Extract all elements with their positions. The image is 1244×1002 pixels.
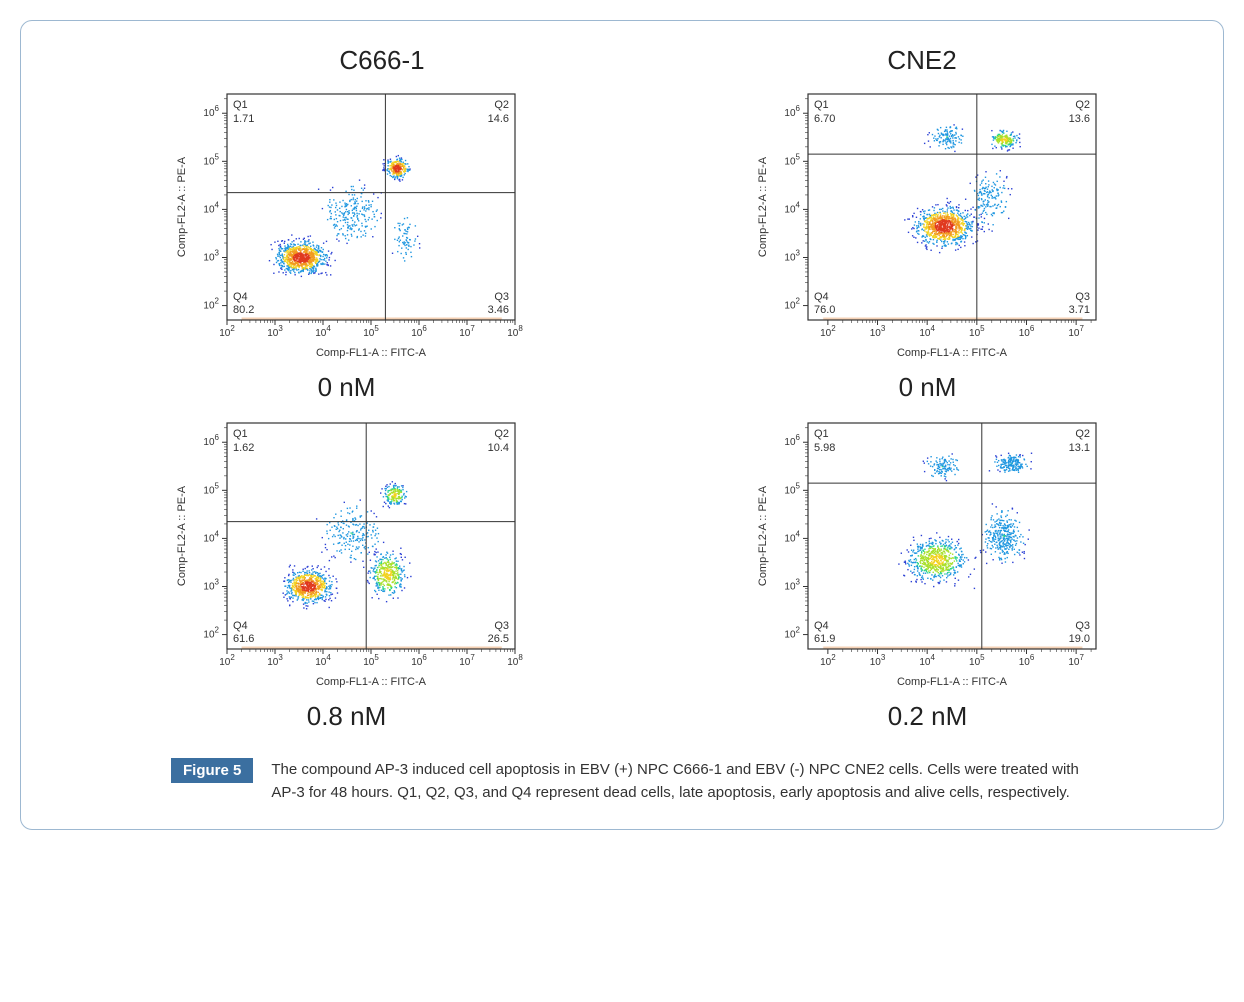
svg-text:106: 106 <box>784 104 800 119</box>
svg-text:103: 103 <box>784 248 800 263</box>
svg-text:Q4: Q4 <box>814 291 829 303</box>
svg-text:103: 103 <box>869 324 885 339</box>
svg-text:105: 105 <box>363 324 379 339</box>
svg-text:102: 102 <box>219 324 235 339</box>
plot-cell-3: 102103104105106107102103104105106Comp-FL… <box>748 413 1108 732</box>
col-title-left: C666-1 <box>232 45 532 76</box>
svg-text:Q1: Q1 <box>233 99 248 111</box>
svg-text:Comp-FL1-A :: FITC-A: Comp-FL1-A :: FITC-A <box>896 347 1007 359</box>
svg-text:102: 102 <box>784 297 800 312</box>
svg-text:Q2: Q2 <box>494 99 509 111</box>
figure-caption-row: Figure 5 The compound AP-3 induced cell … <box>61 758 1183 805</box>
plot-cell-1: 102 103 104 105 106 107 102 103 104 105 106 Comp-FL… <box>748 84 1108 403</box>
svg-text:Comp-FL1-A :: FITC-A: Comp-FL1-A :: FITC-A <box>315 347 426 359</box>
figure-caption: The compound AP-3 induced cell apoptosis… <box>271 758 1103 805</box>
column-headers: C666-1 CNE2 <box>121 45 1183 76</box>
svg-text:1.71: 1.71 <box>233 113 254 125</box>
svg-text:14.6: 14.6 <box>487 113 508 125</box>
svg-text:Comp-FL2-A :: PE-A: Comp-FL2-A :: PE-A <box>176 156 188 257</box>
svg-text:103: 103 <box>267 324 283 339</box>
svg-text:104: 104 <box>203 200 219 215</box>
dose-label-3: 0.2 nM <box>888 701 968 732</box>
svg-text:104: 104 <box>315 324 331 339</box>
svg-text:105: 105 <box>969 324 985 339</box>
svg-text:Q2: Q2 <box>1075 99 1090 111</box>
svg-text:Q3: Q3 <box>494 291 509 303</box>
svg-text:Comp-FL2-A :: PE-A: Comp-FL2-A :: PE-A <box>757 156 769 257</box>
figure-container: C666-1 CNE2 102 103 104 105 106 107 108 102 103 1… <box>20 20 1224 830</box>
svg-text:103: 103 <box>203 248 219 263</box>
svg-text:106: 106 <box>411 324 427 339</box>
svg-text:Q3: Q3 <box>1075 291 1090 303</box>
svg-text:104: 104 <box>919 324 935 339</box>
figure-badge: Figure 5 <box>171 758 253 783</box>
dose-label-1: 0 nM <box>899 372 957 403</box>
svg-text:104: 104 <box>784 200 800 215</box>
svg-text:80.2: 80.2 <box>233 304 254 316</box>
svg-text:102: 102 <box>203 297 219 312</box>
svg-text:13.6: 13.6 <box>1068 113 1089 125</box>
svg-text:3.71: 3.71 <box>1068 304 1089 316</box>
flow-plot-c666-0nm: 102 103 104 105 106 107 108 102 103 104 105 106 Comp… <box>167 84 527 364</box>
svg-text:Q4: Q4 <box>233 291 248 303</box>
dose-label-2: 0.8 nM <box>307 701 387 732</box>
svg-text:108: 108 <box>507 324 523 339</box>
svg-text:107: 107 <box>459 324 475 339</box>
dose-label-0: 0 nM <box>318 372 376 403</box>
flow-plot-c666-0p8nm: 102103104105106107108102103104105106Comp… <box>167 413 527 693</box>
plot-cell-0: 102 103 104 105 106 107 108 102 103 104 105 106 Comp… <box>167 84 527 403</box>
svg-text:76.0: 76.0 <box>814 304 835 316</box>
plot-cell-2: 102103104105106107108102103104105106Comp… <box>167 413 527 732</box>
svg-text:105: 105 <box>784 152 800 167</box>
svg-text:102: 102 <box>820 324 836 339</box>
svg-text:6.70: 6.70 <box>814 113 835 125</box>
svg-text:3.46: 3.46 <box>487 304 508 316</box>
svg-text:106: 106 <box>203 104 219 119</box>
svg-text:105: 105 <box>203 152 219 167</box>
plots-grid: 102 103 104 105 106 107 108 102 103 104 105 106 Comp… <box>91 84 1183 732</box>
flow-plot-cne2-0nm: 102 103 104 105 106 107 102 103 104 105 106 Comp-FL… <box>748 84 1108 364</box>
svg-text:106: 106 <box>1018 324 1034 339</box>
flow-plot-cne2-0p2nm: 102103104105106107102103104105106Comp-FL… <box>748 413 1108 693</box>
svg-text:Q1: Q1 <box>814 99 829 111</box>
col-title-right: CNE2 <box>772 45 1072 76</box>
svg-text:107: 107 <box>1068 324 1084 339</box>
